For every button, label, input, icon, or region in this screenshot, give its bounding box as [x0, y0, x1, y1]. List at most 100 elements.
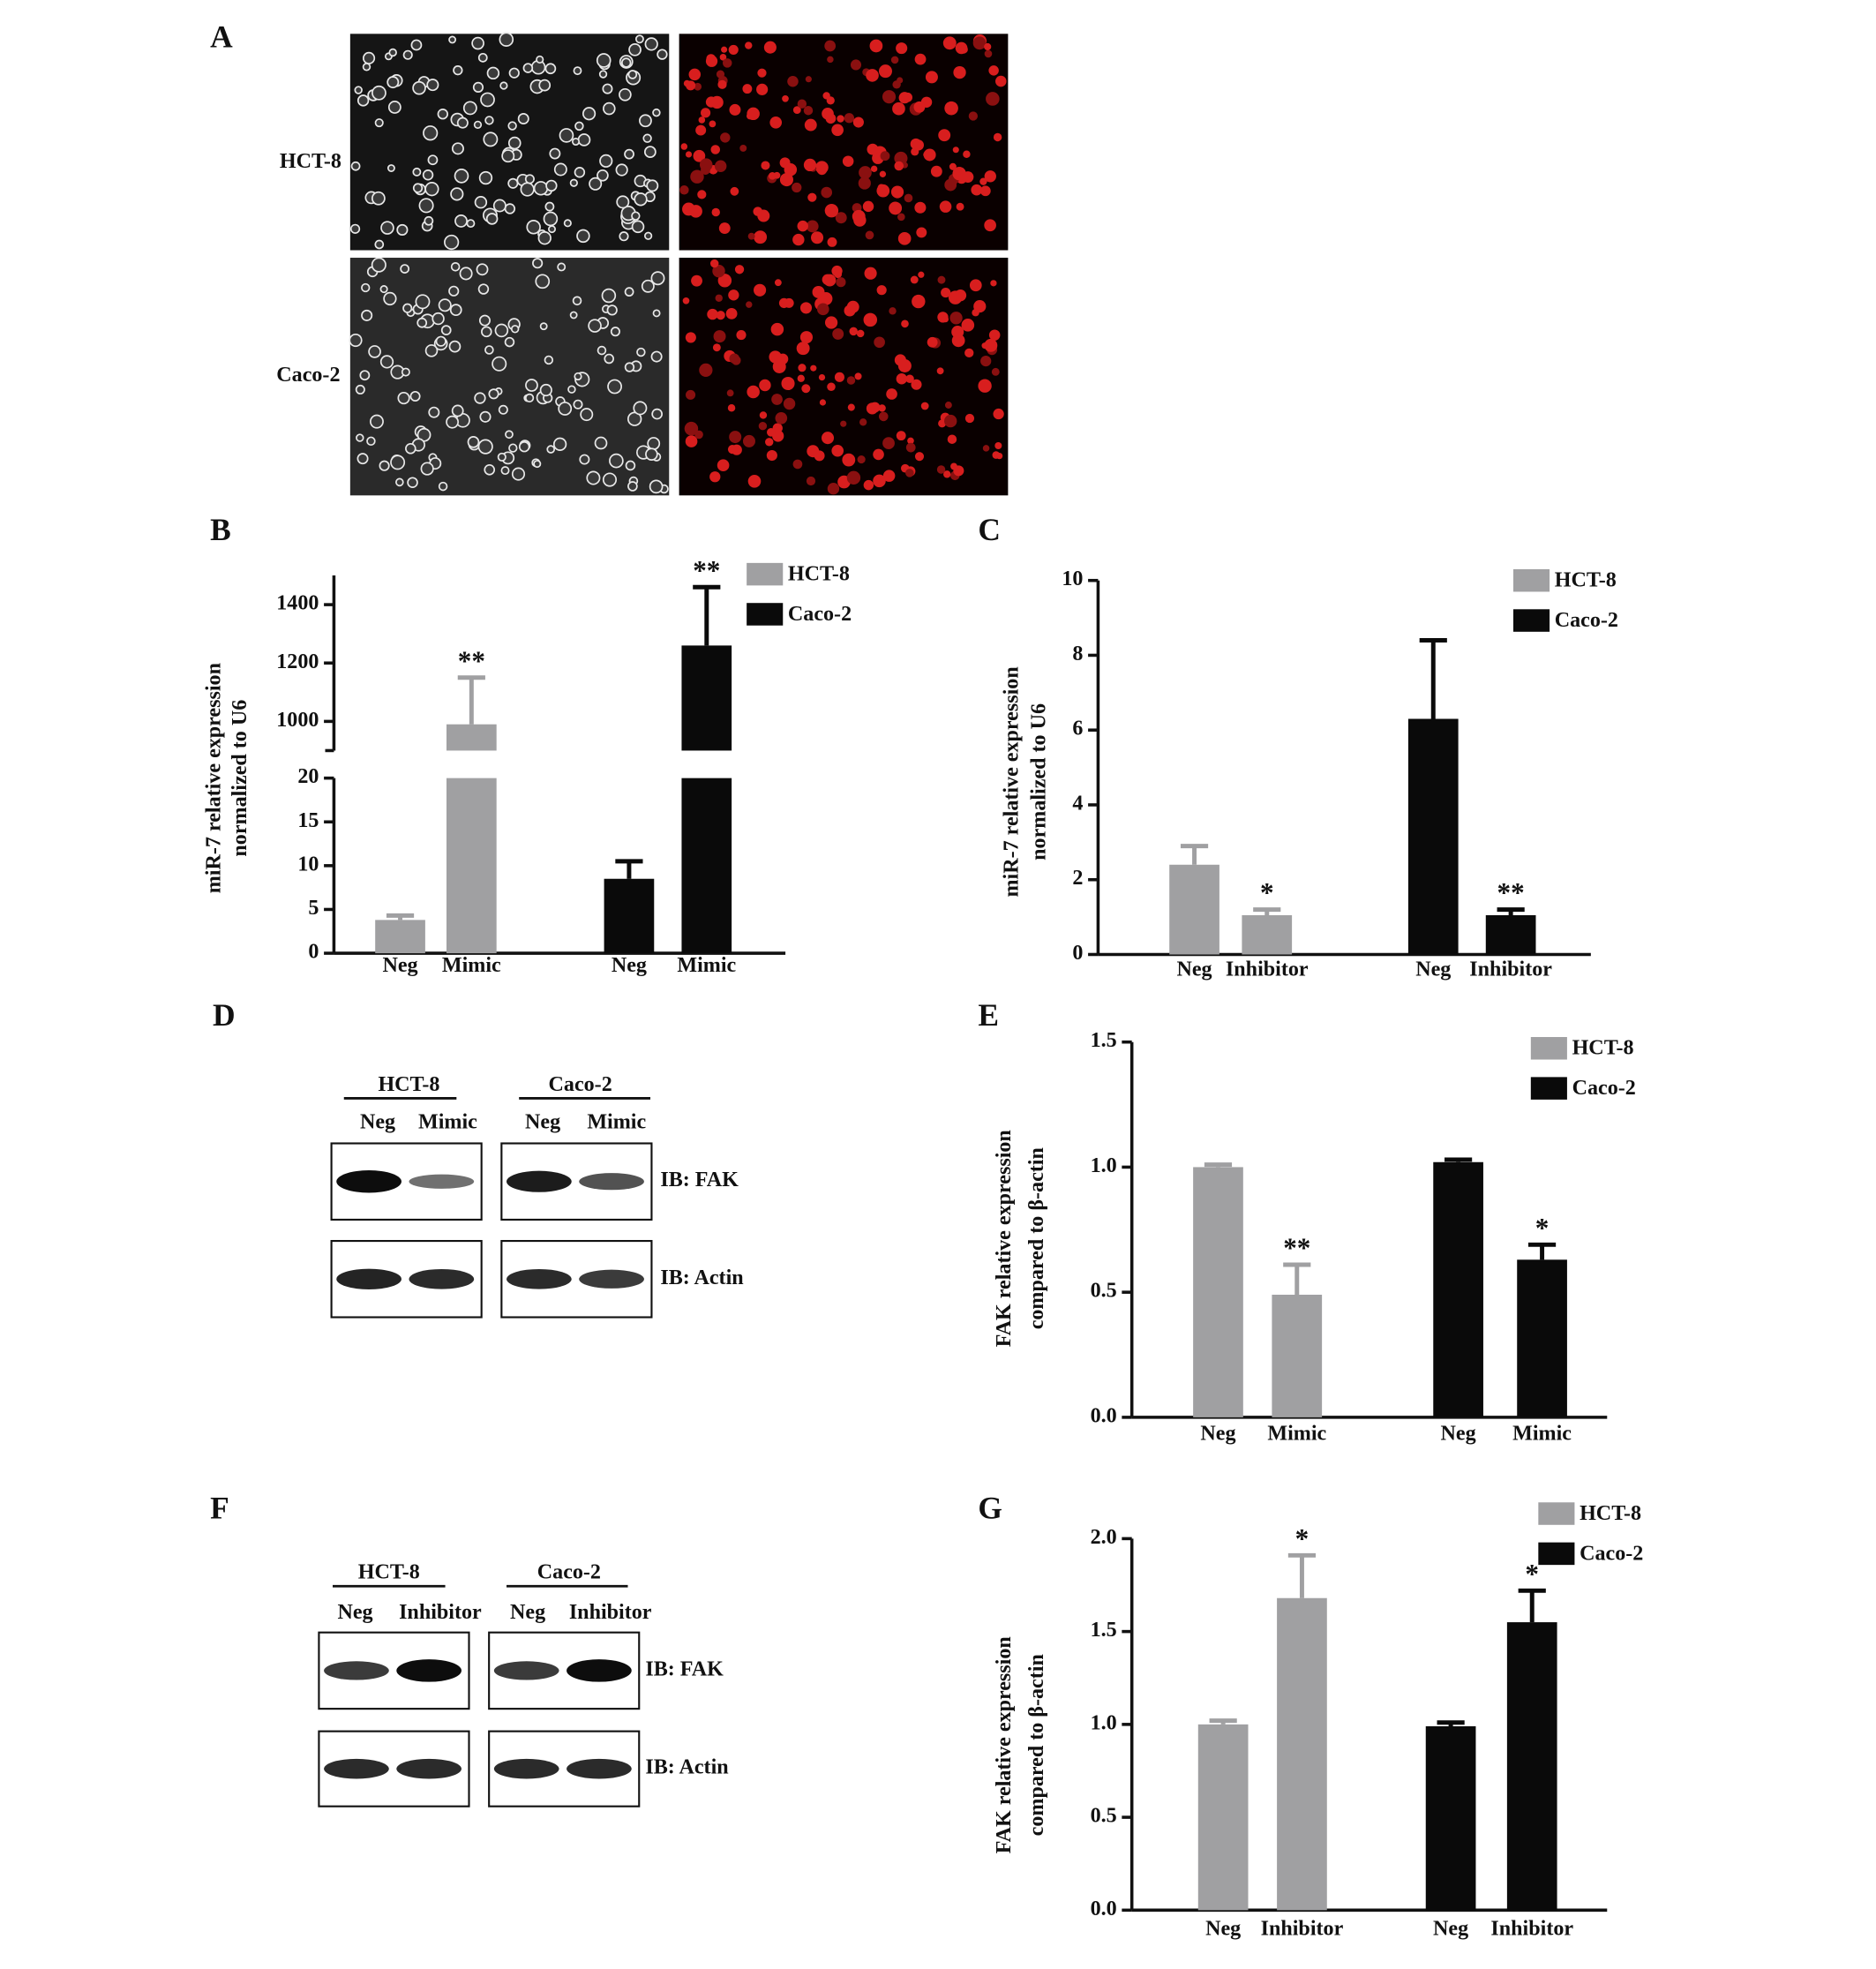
cell	[627, 70, 638, 79]
cell	[569, 311, 578, 319]
cell	[920, 402, 929, 410]
cell	[747, 475, 762, 488]
y-tick-label: 15	[297, 809, 319, 832]
y-tick-label: 0	[1072, 942, 1083, 965]
cell	[822, 432, 835, 445]
cell	[507, 136, 522, 150]
cell	[552, 437, 567, 451]
cell	[548, 225, 556, 234]
cell	[689, 205, 702, 218]
cell	[910, 275, 919, 284]
significance: *	[1295, 1523, 1309, 1554]
cell	[428, 406, 440, 418]
cell	[759, 411, 768, 419]
cell	[774, 279, 782, 287]
probe-label: IB: FAK	[660, 1169, 739, 1191]
cell	[424, 344, 439, 357]
bar-segment	[446, 778, 497, 954]
cell	[576, 229, 590, 244]
cell	[486, 66, 500, 80]
cell	[571, 137, 581, 147]
cell	[684, 421, 699, 436]
cell	[435, 335, 446, 347]
band	[324, 1758, 389, 1779]
cell	[736, 330, 747, 341]
cell	[492, 199, 507, 213]
cell	[362, 63, 371, 71]
cell	[949, 312, 963, 325]
cell	[904, 193, 913, 203]
x-tick-label: Neg	[1415, 958, 1451, 981]
cell	[448, 285, 460, 297]
cell	[882, 470, 896, 482]
cell	[349, 333, 363, 348]
lane-label: Neg	[510, 1601, 545, 1624]
cell	[628, 43, 642, 56]
cell	[984, 219, 996, 232]
cell	[972, 36, 987, 50]
band	[324, 1661, 389, 1680]
cell	[507, 121, 517, 131]
cell	[717, 459, 730, 472]
cell	[836, 277, 846, 288]
cell	[758, 422, 768, 431]
cell	[525, 379, 538, 392]
legend-swatch	[1530, 1037, 1567, 1060]
cell	[370, 414, 384, 429]
cell	[927, 336, 938, 348]
legend-swatch	[747, 562, 784, 586]
cell	[995, 452, 1003, 460]
cell	[710, 145, 721, 154]
error-bar	[1180, 844, 1209, 865]
bar	[1485, 914, 1536, 955]
cell	[911, 379, 922, 390]
cell	[842, 155, 854, 168]
cell	[837, 115, 844, 123]
blot-group-label: HCT-8	[378, 1073, 439, 1096]
cell	[756, 83, 769, 95]
x-tick-label: Neg	[382, 954, 417, 977]
cell	[878, 411, 889, 422]
cell	[962, 171, 974, 183]
cell	[682, 297, 690, 304]
cell	[412, 80, 426, 95]
cell	[686, 80, 696, 91]
cell	[972, 308, 979, 317]
cell	[952, 147, 959, 154]
cell	[650, 271, 665, 286]
cell	[806, 220, 819, 233]
cell	[705, 96, 717, 108]
cell	[454, 169, 469, 184]
cell	[536, 55, 544, 64]
y-axis-label: FAK relative expression	[993, 1130, 1016, 1348]
significance: **	[458, 645, 485, 676]
cell	[792, 106, 801, 114]
band	[336, 1268, 401, 1289]
cell	[882, 437, 895, 450]
cell	[747, 385, 760, 399]
cell	[601, 288, 617, 304]
cell	[988, 65, 999, 76]
cell	[588, 319, 602, 333]
cell	[422, 169, 434, 181]
cell	[478, 314, 491, 327]
cell	[508, 443, 518, 453]
cell	[450, 187, 464, 201]
band	[396, 1758, 461, 1779]
cell	[505, 430, 514, 440]
cell	[395, 477, 404, 487]
cell	[984, 338, 998, 352]
cell	[827, 483, 840, 495]
cell	[544, 63, 557, 75]
cell	[907, 437, 914, 445]
x-tick-label: Inhibitor	[1469, 958, 1552, 981]
cell	[368, 345, 381, 358]
cell	[410, 39, 423, 51]
cell	[832, 327, 844, 340]
y-tick-label: 0	[308, 941, 319, 964]
y-axis-label: normalized to U6	[229, 700, 251, 857]
cell	[766, 449, 777, 462]
cell	[876, 285, 887, 296]
band	[493, 1758, 559, 1779]
cell	[864, 267, 877, 280]
